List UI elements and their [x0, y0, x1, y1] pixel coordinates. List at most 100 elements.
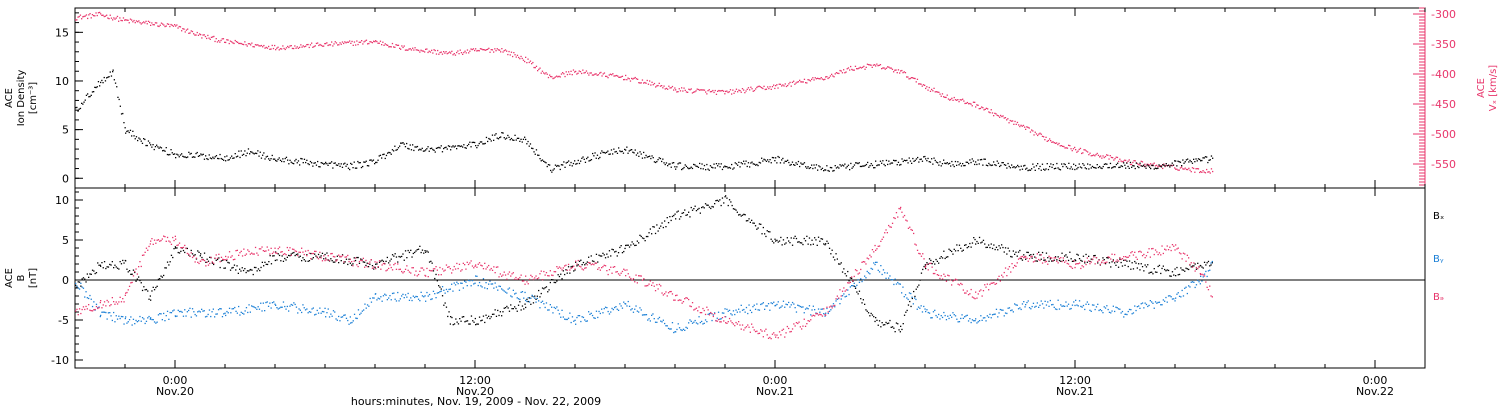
data-point	[1158, 301, 1161, 303]
data-point	[199, 155, 201, 157]
data-point	[83, 101, 85, 103]
data-point	[241, 267, 243, 269]
data-point	[215, 155, 218, 157]
data-point	[378, 261, 381, 263]
data-point	[1012, 267, 1014, 269]
data-point	[764, 159, 766, 161]
data-point	[376, 299, 378, 301]
data-point	[906, 220, 908, 222]
data-point	[88, 304, 90, 306]
data-point	[376, 261, 378, 263]
data-point	[820, 238, 822, 240]
data-point	[1015, 265, 1017, 267]
data-point	[748, 304, 750, 306]
data-point	[211, 311, 213, 313]
data-point	[814, 309, 816, 311]
data-point	[550, 75, 552, 78]
data-point	[228, 42, 230, 45]
data-point	[1016, 255, 1018, 257]
data-point	[739, 324, 741, 326]
data-point	[934, 91, 936, 93]
data-point	[795, 237, 798, 240]
data-point	[94, 272, 96, 275]
data-point	[589, 159, 591, 162]
data-point	[831, 307, 833, 309]
data-point	[824, 315, 826, 317]
data-point	[856, 68, 858, 70]
data-point	[1207, 171, 1209, 173]
data-point	[1001, 162, 1003, 164]
data-point	[773, 242, 775, 244]
data-point	[669, 87, 671, 89]
data-point	[765, 328, 767, 330]
data-point	[459, 145, 461, 148]
data-point	[881, 162, 883, 164]
data-point	[649, 320, 651, 322]
data-point	[689, 167, 691, 169]
data-point	[1001, 115, 1003, 118]
data-point	[206, 261, 208, 263]
data-point	[836, 258, 838, 260]
data-point	[1034, 256, 1036, 258]
data-point	[1003, 315, 1005, 317]
data-point	[466, 49, 469, 51]
data-point	[639, 151, 641, 153]
data-point	[981, 241, 983, 243]
data-point	[934, 263, 936, 265]
data-point	[948, 275, 950, 277]
data-point	[905, 160, 907, 162]
data-point	[1017, 251, 1020, 253]
data-point	[205, 155, 207, 157]
data-point	[916, 249, 919, 251]
top-y2tick-label: -450	[1431, 98, 1456, 111]
data-point	[847, 67, 850, 69]
data-point	[570, 267, 572, 269]
data-point	[450, 149, 452, 151]
data-point	[475, 275, 477, 277]
data-point	[1116, 259, 1118, 261]
data-point	[399, 268, 401, 270]
data-point	[859, 66, 861, 68]
data-point	[100, 81, 102, 84]
data-point	[354, 257, 357, 259]
data-point	[1132, 254, 1135, 256]
data-point	[1160, 254, 1162, 256]
data-point	[648, 318, 650, 320]
data-point	[423, 269, 425, 271]
data-point	[1025, 255, 1027, 258]
data-point	[161, 276, 163, 278]
data-point	[107, 266, 110, 268]
data-point	[1051, 304, 1053, 306]
data-point	[1130, 309, 1132, 311]
data-point	[102, 304, 104, 306]
data-point	[980, 315, 982, 317]
data-point	[525, 56, 527, 58]
data-point	[536, 295, 538, 297]
data-point	[94, 86, 96, 88]
data-point	[933, 87, 935, 89]
data-point	[784, 160, 786, 162]
data-point	[1008, 250, 1011, 252]
data-point	[731, 163, 733, 166]
data-point	[926, 262, 928, 264]
data-point	[791, 81, 794, 83]
data-point	[784, 336, 786, 338]
data-point	[390, 46, 392, 48]
data-point	[580, 160, 582, 162]
data-point	[141, 254, 144, 256]
data-point	[348, 323, 350, 325]
data-point	[500, 51, 502, 53]
data-point	[638, 311, 640, 313]
data-point	[108, 76, 110, 78]
data-point	[245, 307, 248, 309]
data-point	[758, 332, 761, 334]
data-point	[1151, 271, 1153, 273]
data-point	[564, 265, 566, 267]
data-point	[1121, 310, 1124, 313]
data-point	[317, 160, 319, 163]
data-point	[731, 93, 733, 95]
data-point	[906, 159, 908, 161]
data-point	[702, 307, 704, 310]
data-point	[611, 74, 613, 76]
data-point	[417, 273, 420, 276]
